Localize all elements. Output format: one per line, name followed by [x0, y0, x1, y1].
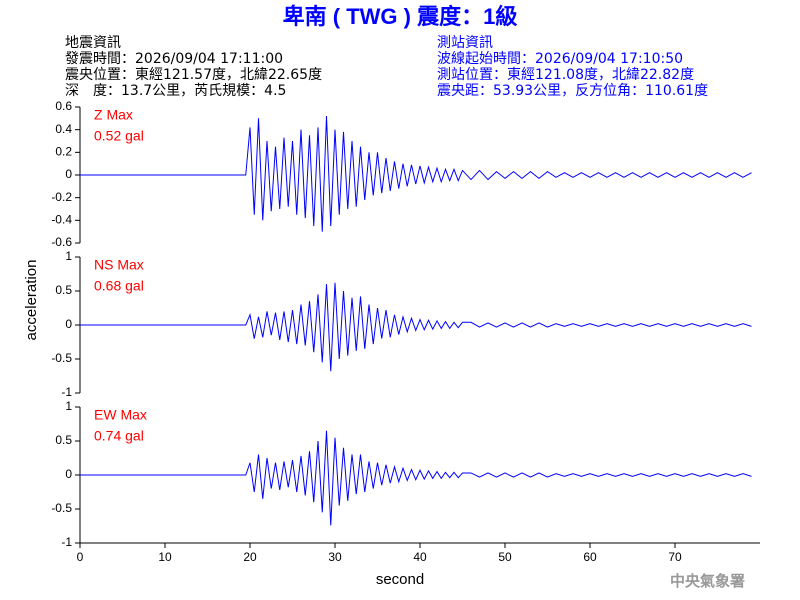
credit: 中央氣象署 [670, 572, 745, 590]
event-info: 深 度：13.7公里，芮氏規模：4.5 [65, 82, 286, 99]
y-tick-label: -0.2 [51, 190, 72, 204]
y-tick-label: 1 [65, 249, 72, 263]
x-tick-label: 50 [498, 550, 512, 564]
x-tick-label: 30 [328, 550, 342, 564]
max-label: Z Max [94, 107, 133, 123]
y-tick-label: 0.2 [55, 145, 72, 159]
x-axis-label: second [376, 571, 424, 588]
chart-title: 卑南 ( TWG ) 震度：1級 [283, 4, 518, 29]
event-info: 震央位置：東經121.57度，北緯22.65度 [65, 67, 322, 83]
y-tick-label: -1 [61, 535, 72, 549]
max-label: NS Max [94, 257, 144, 273]
event-info: 地震資訊 [65, 35, 121, 51]
y-tick-label: 0.5 [55, 433, 72, 447]
station-info: 波線起始時間：2026/09/04 17:10:50 [437, 51, 683, 67]
y-tick-label: 0.5 [55, 283, 72, 297]
y-tick-label: -0.5 [51, 501, 72, 515]
waveform [80, 116, 752, 232]
waveform [80, 282, 752, 372]
x-tick-label: 0 [77, 550, 84, 564]
x-tick-label: 10 [158, 550, 172, 564]
y-tick-label: 0 [65, 167, 72, 181]
x-tick-label: 20 [243, 550, 257, 564]
y-tick-label: -1 [61, 385, 72, 399]
y-tick-label: 0 [65, 317, 72, 331]
x-tick-label: 40 [413, 550, 427, 564]
y-tick-label: 0 [65, 467, 72, 481]
y-tick-label: -0.5 [51, 351, 72, 365]
x-tick-label: 70 [668, 550, 682, 564]
waveform [80, 430, 752, 526]
y-tick-label: 0.6 [55, 99, 72, 113]
station-info: 測站位置：東經121.08度，北緯22.82度 [437, 67, 694, 83]
y-tick-label: 1 [65, 399, 72, 413]
station-info: 測站資訊 [437, 35, 493, 51]
y-axis-label: acceleration [23, 260, 40, 341]
x-tick-label: 60 [583, 550, 597, 564]
y-tick-label: -0.6 [51, 235, 72, 249]
station-info: 震央距：53.93公里，反方位角：110.61度 [437, 83, 708, 99]
y-tick-label: -0.4 [51, 213, 72, 227]
max-value-label: 0.52 gal [94, 128, 144, 144]
event-info: 發震時間：2026/09/04 17:11:00 [65, 51, 283, 67]
max-value-label: 0.68 gal [94, 278, 144, 294]
max-label: EW Max [94, 407, 147, 423]
y-tick-label: 0.4 [55, 122, 72, 136]
max-value-label: 0.74 gal [94, 428, 144, 444]
